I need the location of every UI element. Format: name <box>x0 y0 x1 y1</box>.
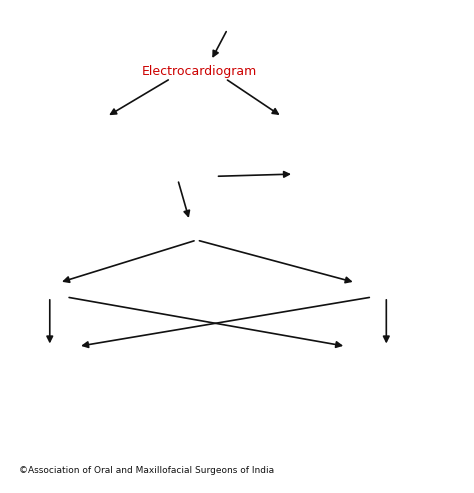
Text: ACUTE CORONARY SYNDROME: ACUTE CORONARY SYNDROME <box>141 14 333 27</box>
Text: Non-ST elevation: Non-ST elevation <box>255 121 351 131</box>
Text: Unstable angina: Unstable angina <box>301 168 392 177</box>
Text: STEMI: STEMI <box>24 284 62 294</box>
Text: Positive: Positive <box>92 195 121 204</box>
Text: Myocardial infarction: Myocardial infarction <box>138 226 255 236</box>
Text: NON Q WAVE MI: NON Q WAVE MI <box>315 352 415 362</box>
Text: Negative: Negative <box>232 164 266 173</box>
Text: NON-STEMI: NON-STEMI <box>353 284 424 294</box>
Text: Cardiac Markers: Cardiac Markers <box>116 168 206 177</box>
Text: Electrocardiogram: Electrocardiogram <box>141 65 257 78</box>
Text: Q WAVE MI: Q WAVE MI <box>9 352 77 362</box>
Text: ©Association of Oral and Maxillofacial Surgeons of India: ©Association of Oral and Maxillofacial S… <box>19 466 274 475</box>
Text: ST elevation: ST elevation <box>51 121 120 131</box>
